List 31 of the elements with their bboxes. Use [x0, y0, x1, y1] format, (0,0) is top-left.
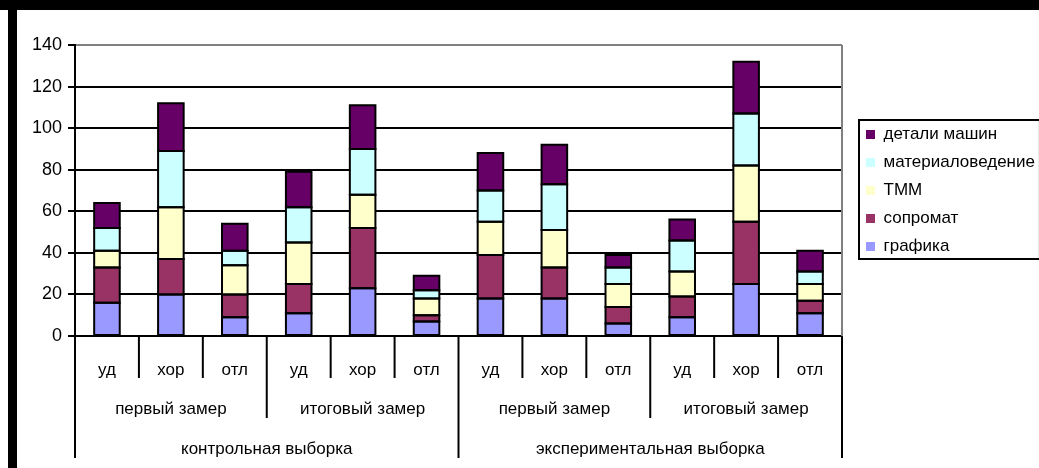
- text: первый замер: [498, 398, 611, 418]
- x-tick-label: хор: [157, 359, 185, 379]
- y-tick-label: 100: [31, 117, 62, 138]
- legend-label: сопромат: [883, 208, 959, 228]
- x-tick-label: уд: [481, 359, 500, 379]
- x-tick-label: уд: [289, 359, 308, 379]
- legend-label: ТММ: [883, 180, 923, 200]
- legend-label: материаловедение: [883, 152, 1035, 172]
- y-tick-label: 0: [51, 324, 62, 345]
- y-tick-label: 80: [41, 158, 62, 179]
- text: первый замер: [115, 398, 227, 418]
- y-tick-label: 120: [31, 75, 62, 96]
- x-tick-label: уд: [673, 359, 692, 379]
- x-tick-label: хор: [540, 359, 568, 379]
- y-tick-label: 60: [41, 200, 62, 221]
- legend-label: детали машин: [883, 124, 998, 144]
- x-tick-label: хор: [732, 359, 760, 379]
- y-tick-label: 140: [31, 33, 62, 54]
- text: итоговый замер: [683, 398, 809, 418]
- y-tick-label: 40: [41, 241, 62, 262]
- text: экспериментальная выборка: [535, 438, 766, 458]
- text: контрольная выборка: [180, 438, 354, 458]
- x-tick-label: отл: [413, 359, 440, 379]
- x-tick-label: отл: [796, 359, 824, 379]
- legend-label: графика: [883, 236, 950, 256]
- text: итоговый замер: [300, 398, 426, 418]
- x-tick-label: отл: [221, 359, 248, 379]
- x-tick-label: хор: [349, 359, 377, 379]
- x-tick-label: отл: [605, 359, 632, 379]
- x-tick-label: уд: [98, 359, 116, 379]
- y-tick-label: 20: [41, 283, 62, 304]
